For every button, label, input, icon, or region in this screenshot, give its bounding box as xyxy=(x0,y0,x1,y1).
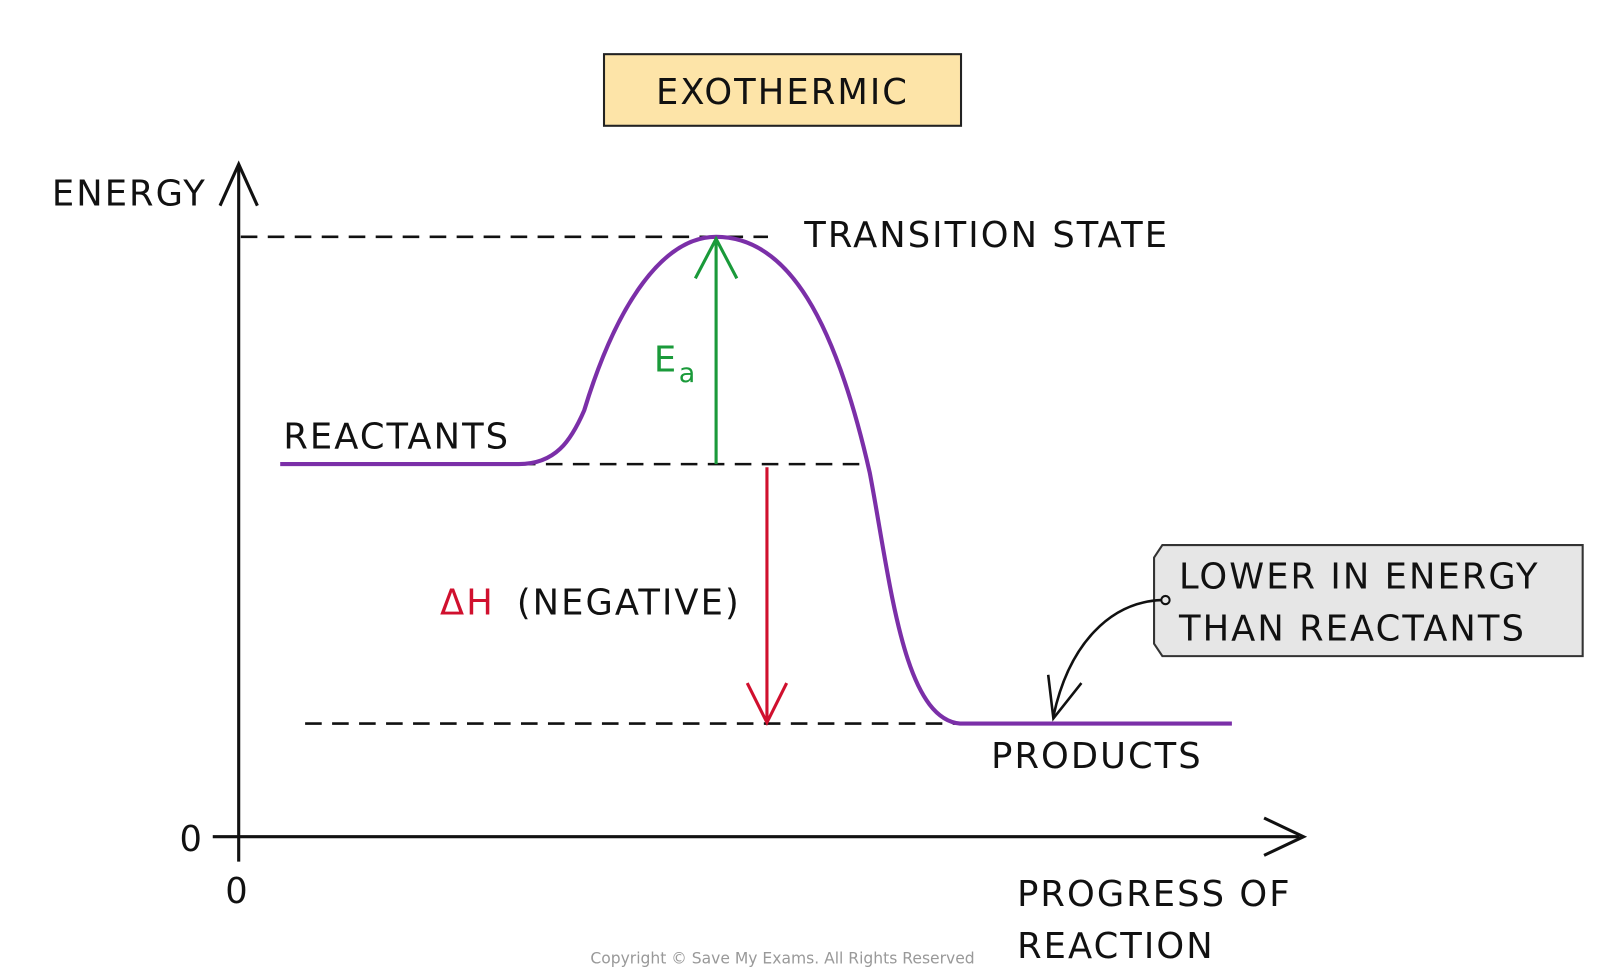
ea-subscript: a xyxy=(679,358,698,389)
x-axis-label: REACTION xyxy=(1017,926,1215,967)
dh-note: (NEGATIVE) xyxy=(517,583,741,624)
products-label: PRODUCTS xyxy=(991,736,1203,777)
transition-state-label: TRANSITION STATE xyxy=(803,215,1169,256)
callout-text: THAN REACTANTS xyxy=(1178,609,1526,650)
x-origin-label: 0 xyxy=(225,871,250,912)
dh-symbol: ΔH xyxy=(440,583,495,624)
copyright: Copyright © Save My Exams. All Rights Re… xyxy=(590,949,974,967)
reaction-curve xyxy=(280,234,1232,726)
ea-symbol: E xyxy=(654,340,678,381)
dh-arrow-head xyxy=(745,682,789,727)
y-axis-arrow xyxy=(218,160,259,207)
callout-text: LOWER IN ENERGY xyxy=(1179,557,1540,598)
title-box xyxy=(602,53,963,127)
x-axis-arrow xyxy=(1263,816,1308,857)
y-axis-label: ENERGY xyxy=(52,174,207,215)
x-axis-label: PROGRESS OF xyxy=(1017,874,1291,915)
callout-arrow xyxy=(1052,598,1162,717)
title: EXOTHERMIC xyxy=(656,72,909,113)
reactants-label: REACTANTS xyxy=(283,417,510,458)
callout-arrow-head xyxy=(1046,674,1083,722)
y-origin-label: 0 xyxy=(180,819,205,860)
callout-box xyxy=(1153,544,1584,658)
ea-arrow-head xyxy=(693,235,739,280)
